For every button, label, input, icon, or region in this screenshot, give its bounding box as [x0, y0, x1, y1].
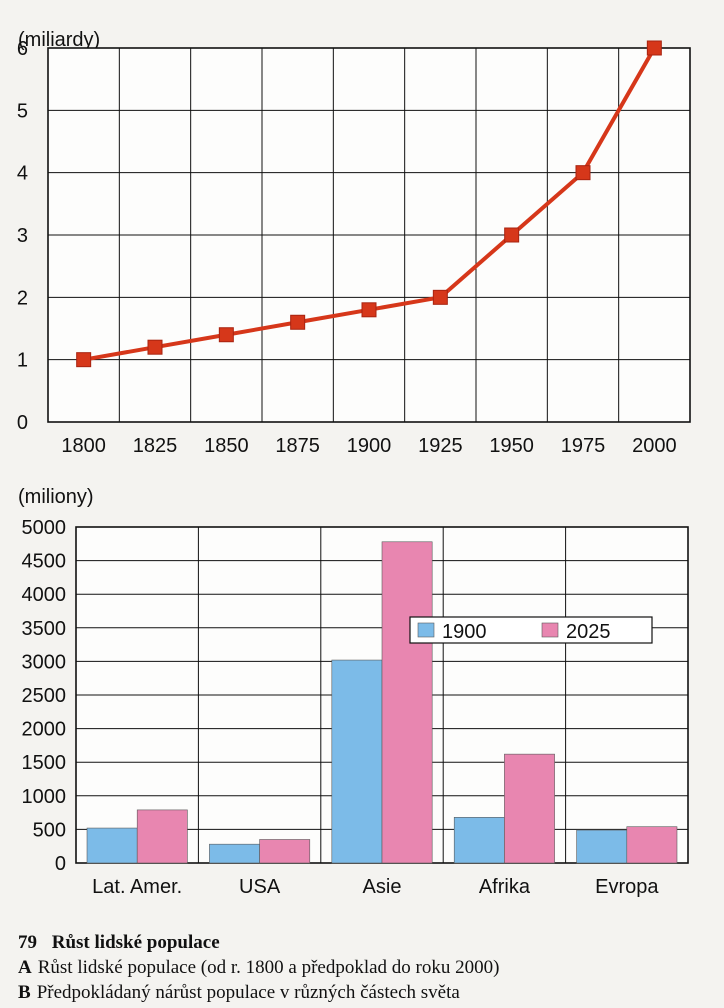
line-chart-point	[575, 165, 591, 181]
legend-swatch-2025	[541, 622, 559, 638]
bar-chart-category-label: Asie	[363, 876, 402, 898]
bar-1900	[331, 659, 383, 864]
bar-chart-y-tick-label: 1500	[22, 752, 67, 774]
caption-letter-b: B	[18, 982, 31, 1003]
caption-line-a: A Růst lidské populace (od r. 1800 a před…	[18, 955, 708, 980]
line-chart-y-tick-label: 5	[17, 100, 28, 122]
bar-chart-y-tick-label: 0	[55, 853, 66, 875]
legend-label-1900: 1900	[442, 621, 487, 643]
bar-chart-category-label: USA	[239, 876, 281, 898]
caption-heading: 79 Růst lidské populace	[18, 930, 708, 955]
legend-box	[409, 616, 653, 644]
caption-text-a: Růst lidské populace (od r. 1800 a předp…	[37, 957, 500, 978]
legend-swatch-1900	[417, 622, 435, 638]
figure-caption: 79 Růst lidské populace A Růst lidské pop…	[18, 930, 708, 1005]
bar-1900	[576, 829, 628, 864]
line-chart-x-tick-label: 1900	[347, 435, 392, 457]
bar-2025	[259, 839, 311, 864]
bar-chart-bars	[86, 541, 678, 864]
line-chart-x-tick-label: 1850	[204, 435, 249, 457]
line-chart-point	[432, 289, 448, 305]
bar-chart-category-label: Lat. Amer.	[92, 876, 182, 898]
bar-2025	[626, 826, 678, 864]
caption-letter-a: A	[18, 957, 32, 978]
legend-label-2025: 2025	[566, 621, 611, 643]
bar-chart-y-tick-label: 2500	[22, 685, 67, 707]
bar-chart-y-tick-label: 4000	[22, 584, 67, 606]
bar-chart-y-tick-label: 3500	[22, 618, 67, 640]
line-chart-y-tick-label: 2	[17, 287, 28, 309]
caption-number: 79	[18, 932, 37, 953]
line-chart-point	[218, 327, 234, 343]
bar-chart-y-tick-label: 2000	[22, 719, 67, 741]
line-chart-point	[504, 227, 520, 243]
line-chart-x-tick-label: 1875	[275, 435, 320, 457]
bar-2025	[504, 753, 555, 864]
line-chart-y-tick-labels: 0 1 2 3 4 5 6	[17, 38, 28, 434]
caption-line-b: B Předpokládaný nárůst populace v různých…	[18, 980, 708, 1005]
line-chart-y-tick-label: 4	[17, 163, 28, 185]
line-chart-point	[147, 339, 163, 355]
line-chart-y-tick-label: 1	[17, 350, 28, 372]
line-chart-x-tick-label: 1950	[489, 435, 534, 457]
bar-chart-unit-label: (miliony)	[18, 486, 94, 508]
bar-chart-y-tick-label: 500	[33, 819, 66, 841]
line-chart-y-tick-label: 0	[17, 412, 28, 434]
bar-1900	[453, 817, 505, 864]
bar-chart-y-tick-labels: 0 500 1000 1500 2000 2500 3000 3500 4000 4500 5000	[22, 517, 67, 875]
line-chart-x-tick-label: 1825	[133, 435, 178, 457]
regional-population-bar-chart: (miliony) 0 500 1000 1500 2000 2500 3000 3500 40…	[18, 486, 689, 898]
caption-text-b: Předpokládaný nárůst populace v různých …	[36, 982, 460, 1003]
bar-chart-category-labels: Lat. Amer. USA Asie Afrika Evropa	[92, 876, 659, 898]
line-chart-x-tick-label: 1975	[561, 435, 606, 457]
line-chart-x-tick-label: 1925	[418, 435, 463, 457]
line-chart-series	[76, 40, 662, 368]
line-chart-x-tick-label: 2000	[632, 435, 677, 457]
bar-chart-category-label: Evropa	[595, 876, 659, 898]
line-chart-unit-label: (miliardy)	[18, 29, 100, 51]
bar-1900	[209, 843, 260, 864]
bar-chart-category-label: Afrika	[479, 876, 531, 898]
line-chart-point	[290, 314, 306, 330]
line-chart-point	[361, 302, 377, 318]
line-chart-x-tick-labels: 1800 1825 1850 1875 1900 1925 1950 1975 2000	[61, 435, 676, 457]
bar-chart-legend: 1900 2025	[409, 616, 653, 644]
line-chart-y-tick-label: 3	[17, 225, 28, 247]
bar-chart-y-tick-label: 5000	[22, 517, 67, 539]
line-chart-point	[646, 40, 662, 56]
bar-chart-y-tick-label: 3000	[22, 651, 67, 673]
line-chart-y-tick-label: 6	[17, 38, 28, 60]
bar-2025	[136, 809, 188, 864]
bar-2025	[381, 541, 433, 864]
line-chart-x-tick-label: 1800	[61, 435, 106, 457]
bar-1900	[86, 827, 138, 864]
bar-chart-y-tick-label: 4500	[22, 551, 67, 573]
line-chart-point	[76, 352, 92, 368]
bar-chart-y-tick-label: 1000	[22, 786, 67, 808]
caption-title: Růst lidské populace	[51, 932, 220, 953]
line-chart-grid	[47, 47, 691, 423]
